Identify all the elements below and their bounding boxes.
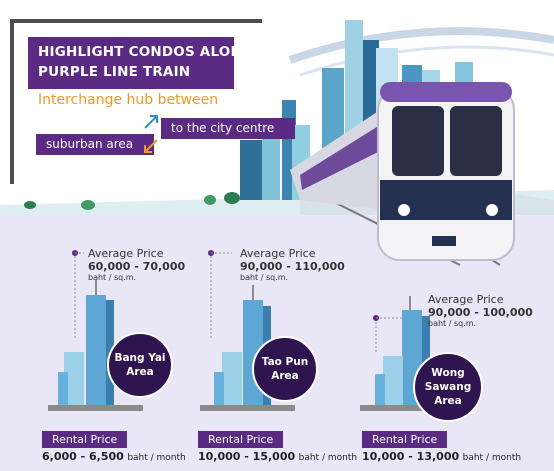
average-price-label: Average Price (428, 293, 504, 306)
average-price-unit: baht / sq.m. (88, 273, 137, 282)
average-price-unit: baht / sq.m. (428, 319, 477, 328)
average-price-tao-pun: Average Price 90,000 - 110,000 baht / sq… (240, 247, 345, 282)
rental-price-bang-yai: Rental Price 6,000 - 6,500 baht / month (42, 428, 186, 463)
area-suffix: Area (271, 370, 299, 382)
average-price-value: 90,000 - 100,000 (428, 306, 533, 319)
rental-price-row: 6,000 - 6,500 baht / month (42, 450, 186, 463)
area-name: Bang Yai (114, 352, 166, 364)
page-title: HIGHLIGHT CONDOS ALONG PURPLE LINE TRAIN (38, 42, 253, 82)
subtitle: Interchange hub between (38, 92, 219, 108)
rental-price-value: 10,000 - 15,000 (198, 450, 296, 463)
overpass-rail (299, 45, 554, 77)
header-frame-top (10, 19, 262, 23)
header-frame-left (10, 19, 14, 184)
area-badge-tao-pun: Tao Pun Area (252, 336, 318, 402)
area-badge-wong-sawang: Wong Sawang Area (413, 352, 483, 422)
rental-price-label: Rental Price (362, 431, 448, 448)
rental-price-unit: baht / month (127, 453, 186, 463)
average-price-value: 60,000 - 70,000 (88, 260, 186, 273)
title-background (28, 37, 234, 89)
rental-price-label: Rental Price (198, 431, 284, 448)
area-name: Wong Sawang (424, 367, 472, 393)
area-badge-bang-yai: Bang Yai Area (107, 332, 173, 398)
suburban-area-label: suburban area (36, 134, 154, 155)
rental-price-row: 10,000 - 13,000 baht / month (362, 450, 521, 463)
average-price-label: Average Price (88, 247, 164, 260)
title-line-1: HIGHLIGHT CONDOS ALONG (38, 44, 254, 60)
trees (24, 192, 240, 210)
average-price-value: 90,000 - 110,000 (240, 260, 345, 273)
rental-price-wong-sawang: Rental Price 10,000 - 13,000 baht / mont… (362, 428, 521, 463)
title-line-2: PURPLE LINE TRAIN (38, 64, 191, 80)
rental-price-row: 10,000 - 15,000 baht / month (198, 450, 357, 463)
city-centre-label: to the city centre (161, 118, 295, 139)
average-price-unit: baht / sq.m. (240, 273, 289, 282)
rental-price-tao-pun: Rental Price 10,000 - 15,000 baht / mont… (198, 428, 357, 463)
area-name: Tao Pun (261, 356, 309, 368)
average-price-wong-sawang: Average Price 90,000 - 100,000 baht / sq… (428, 293, 533, 328)
average-price-label: Average Price (240, 247, 316, 260)
purple-line-train (290, 82, 515, 261)
rental-price-unit: baht / month (462, 453, 522, 463)
overpass (288, 27, 554, 64)
average-price-bang-yai: Average Price 60,000 - 70,000 baht / sq.… (88, 247, 185, 282)
rental-price-value: 10,000 - 13,000 (362, 450, 460, 463)
rental-price-value: 6,000 - 6,500 (42, 450, 124, 463)
rental-price-label: Rental Price (42, 431, 128, 448)
area-suffix: Area (126, 366, 154, 378)
rental-price-unit: baht / month (298, 453, 358, 463)
direction-arrows-icon (144, 115, 158, 153)
area-suffix: Area (434, 395, 462, 407)
